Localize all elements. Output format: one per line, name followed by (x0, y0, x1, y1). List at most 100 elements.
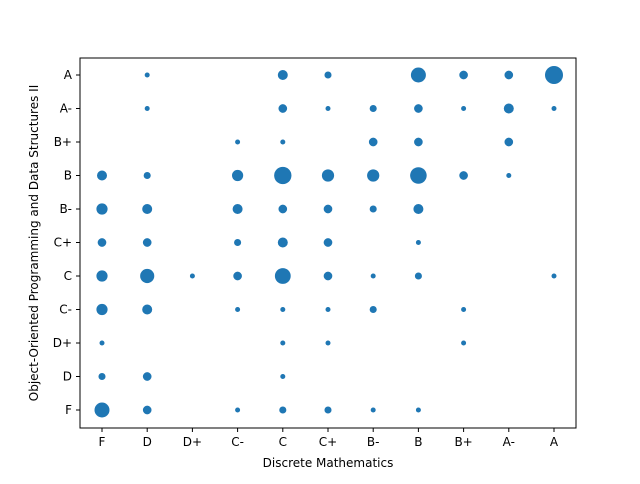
data-point (459, 171, 468, 180)
data-point (278, 104, 288, 113)
x-tick-label: A- (503, 435, 515, 449)
x-tick-label: B (414, 435, 422, 449)
data-point (189, 273, 195, 279)
data-point (234, 238, 242, 247)
data-point (461, 106, 467, 111)
data-point (551, 273, 557, 279)
data-point (413, 204, 424, 214)
data-point (414, 272, 422, 280)
data-point (144, 106, 150, 111)
data-point (96, 203, 108, 215)
data-point (142, 405, 152, 415)
data-point (94, 402, 110, 418)
data-point (367, 169, 380, 182)
data-point (414, 137, 423, 147)
data-point (274, 166, 292, 185)
data-point (324, 71, 332, 79)
data-point (144, 72, 150, 78)
data-point (504, 70, 514, 80)
data-point (504, 137, 514, 147)
data-point (324, 406, 332, 414)
data-point (277, 70, 288, 80)
data-point (370, 407, 376, 413)
data-point (459, 70, 468, 80)
x-tick-label: F (99, 435, 106, 449)
data-point (274, 268, 291, 284)
data-point (143, 171, 151, 180)
data-point (279, 406, 287, 414)
data-point (410, 167, 427, 184)
y-tick-label: A (64, 68, 73, 82)
data-point (506, 173, 512, 178)
x-tick-label: D+ (183, 435, 202, 449)
y-tick-label: A- (60, 102, 72, 116)
data-point (96, 270, 108, 282)
y-tick-label: D (63, 370, 72, 384)
y-tick-label: C (64, 269, 72, 283)
y-axis-label: Object-Oriented Programming and Data Str… (27, 85, 41, 401)
data-point (96, 303, 108, 316)
data-point (415, 407, 421, 413)
data-point (325, 307, 331, 312)
data-point (280, 340, 286, 346)
data-point (278, 204, 288, 214)
data-point (277, 237, 288, 248)
data-point (415, 240, 421, 245)
y-tick-label: C- (59, 303, 72, 317)
data-point (323, 204, 333, 214)
y-tick-label: B (64, 169, 72, 183)
data-point (461, 340, 467, 346)
data-point (235, 307, 241, 312)
data-point (321, 169, 335, 182)
x-axis: F D D+ C- C C+ B- B B+ A- A (99, 428, 559, 449)
x-tick-label: C (279, 435, 287, 449)
y-tick-label: F (65, 403, 72, 417)
data-point (142, 372, 152, 381)
y-tick-label: B- (59, 202, 72, 216)
data-point (370, 273, 376, 279)
data-point (369, 104, 377, 113)
data-point (414, 104, 423, 113)
data-point (551, 106, 557, 111)
data-point (142, 204, 153, 214)
data-point (235, 407, 241, 413)
x-tick-label: D (143, 435, 152, 449)
data-point (280, 307, 286, 312)
data-point (410, 67, 426, 83)
data-point (232, 169, 244, 182)
y-axis: F D D+ C- C C+ B- B B+ A- A (53, 68, 80, 417)
data-point (544, 65, 564, 85)
data-point (97, 238, 107, 247)
x-tick-label: A (550, 435, 559, 449)
data-point (142, 304, 153, 315)
data-point (97, 170, 107, 181)
data-point (98, 372, 106, 381)
data-point (140, 268, 155, 284)
x-tick-label: B+ (454, 435, 472, 449)
data-point (280, 139, 286, 145)
data-point (325, 106, 331, 111)
data-point (369, 205, 377, 213)
x-tick-label: C+ (319, 435, 337, 449)
data-point (503, 103, 514, 114)
data-point (99, 340, 105, 346)
y-tick-label: C+ (54, 236, 72, 250)
x-tick-label: C- (231, 435, 244, 449)
y-tick-label: D+ (53, 336, 72, 350)
data-point (323, 271, 333, 281)
data-point (235, 139, 241, 145)
data-point (368, 137, 378, 147)
data-point (369, 305, 377, 314)
data-point (280, 374, 286, 379)
data-point (142, 238, 152, 247)
data-point (232, 204, 243, 214)
points-layer (94, 65, 564, 418)
data-point (325, 340, 331, 346)
data-point (461, 307, 467, 312)
data-point (323, 238, 333, 247)
data-point (233, 271, 242, 281)
x-tick-label: B- (367, 435, 380, 449)
